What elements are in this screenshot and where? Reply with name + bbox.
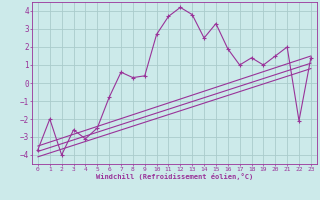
X-axis label: Windchill (Refroidissement éolien,°C): Windchill (Refroidissement éolien,°C) [96,173,253,180]
